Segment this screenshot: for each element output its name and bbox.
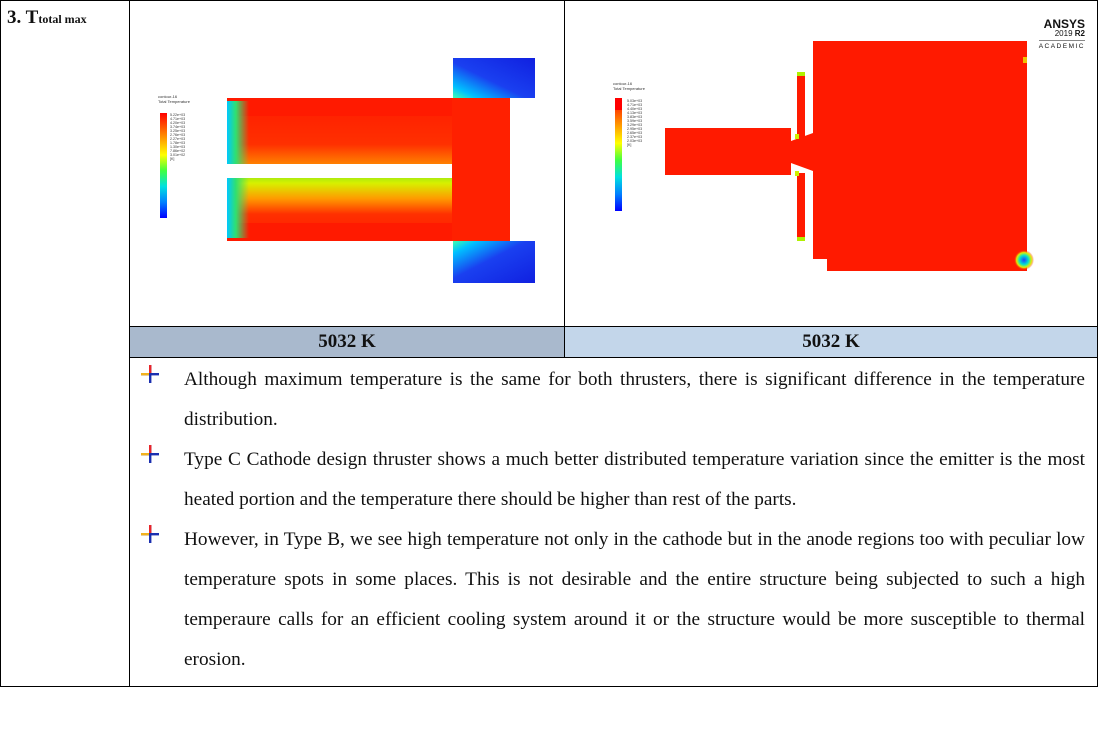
observations-cell: Although maximum temperature is the same…	[129, 357, 1098, 687]
cathode-neck	[791, 133, 813, 171]
ansys-logo: ANSYS 2019 R2 ACADEMIC	[1038, 17, 1085, 52]
emitter-top	[797, 74, 805, 138]
section-label: 3. Ttotal max	[7, 7, 87, 28]
emitter-top-tip	[797, 72, 805, 76]
anode-region	[813, 41, 1027, 271]
legend-tick: 3.25e+03	[170, 129, 186, 133]
four-point-star-bullet-icon	[141, 445, 159, 463]
legend-tick: 3.83e+03	[627, 115, 643, 119]
legend-tick: 4.20e+03	[170, 121, 186, 125]
legend-tick: 4.40e+03	[627, 107, 643, 111]
temperature-contour-right	[615, 41, 1034, 271]
legend-tick: 2.76e+03	[170, 133, 186, 137]
legend-tick: 3.59e+03	[627, 119, 643, 123]
cathode-slot	[227, 164, 452, 178]
legend-tick: 5.03e+03	[627, 99, 643, 103]
max-temperature-type-c: 5032 K	[129, 326, 565, 358]
temperature-contour-left	[160, 58, 535, 283]
legend-left: contour-16 Total Temperature 5.22e+03 4.…	[158, 94, 190, 161]
contour-plot-type-b: ANSYS 2019 R2 ACADEMIC contour-16 Total …	[564, 0, 1098, 327]
legend-title-2: Total Temperature	[158, 99, 190, 104]
results-table: 3. Ttotal max	[0, 0, 1098, 687]
contour-exit-region	[452, 98, 510, 241]
legend-unit: [K]	[627, 143, 632, 147]
legend-tick: 4.71e+03	[170, 117, 186, 121]
legend-tick: 2.65e+03	[627, 131, 643, 135]
observation-item: However, in Type B, we see high temperat…	[141, 520, 1085, 680]
legend-tick: 3.01e+02	[170, 153, 186, 157]
hot-spot-small	[795, 171, 799, 176]
legend-tick: 3.74e+03	[170, 125, 186, 129]
legend-tick: 3.29e+03	[627, 123, 643, 127]
observation-item: Type C Cathode design thruster shows a m…	[141, 440, 1085, 520]
legend-right: contour-16 Total Temperature 5.03e+03 4.…	[613, 81, 645, 147]
legend-tick: 7.86e+02	[170, 149, 186, 153]
contour-hot-band-top	[227, 98, 510, 116]
legend-tick: 2.37e+03	[627, 135, 643, 139]
hot-spot-small	[795, 134, 799, 139]
contour-hot-band-bottom	[227, 223, 510, 241]
section-label-cell: 3. Ttotal max	[0, 0, 130, 687]
legend-tick: 2.27e+03	[170, 137, 186, 141]
low-temperature-spot	[1014, 250, 1034, 270]
max-temperature-type-b: 5032 K	[564, 326, 1098, 358]
observation-item: Although maximum temperature is the same…	[141, 360, 1085, 440]
anode-block-top	[453, 58, 535, 98]
legend-tick: 1.78e+03	[170, 141, 186, 145]
legend-color-bar	[160, 113, 167, 218]
ansys-logo-name: ANSYS	[1043, 17, 1085, 31]
emitter-bottom	[797, 173, 805, 239]
legend-tick: 2.95e+03	[627, 127, 643, 131]
legend-color-bar	[615, 98, 622, 211]
legend-tick: 2.03e+03	[627, 139, 643, 143]
legend-ticks: 5.22e+03 4.71e+03 4.20e+03 3.74e+03 3.25…	[170, 113, 185, 161]
legend-title-1: contour-16	[158, 94, 178, 99]
observations-list: Although maximum temperature is the same…	[130, 358, 1097, 686]
cathode-channel	[665, 128, 791, 175]
legend-tick: 5.22e+03	[170, 113, 186, 117]
legend-tick: 4.13e+03	[627, 111, 643, 115]
four-point-star-bullet-icon	[141, 365, 159, 383]
anode-block-bottom	[453, 241, 535, 283]
emitter-bottom-tip	[797, 237, 805, 241]
ansys-logo-edition: ACADEMIC	[1038, 40, 1085, 52]
ansys-logo-version: 2019 R2	[1054, 29, 1085, 38]
legend-tick: 1.30e+03	[170, 145, 186, 149]
legend-unit: [K]	[170, 157, 175, 161]
legend-tick: 4.71e+03	[627, 103, 643, 107]
legend-title-2: Total Temperature	[613, 86, 645, 91]
legend-ticks: 5.03e+03 4.71e+03 4.40e+03 4.13e+03 3.83…	[627, 99, 642, 147]
legend-title-1: contour-16	[613, 81, 633, 86]
four-point-star-bullet-icon	[141, 525, 159, 543]
low-temperature-spot-small	[1023, 57, 1027, 63]
contour-plot-type-c: contour-16 Total Temperature 5.22e+03 4.…	[129, 0, 565, 327]
anode-notch	[813, 259, 827, 271]
